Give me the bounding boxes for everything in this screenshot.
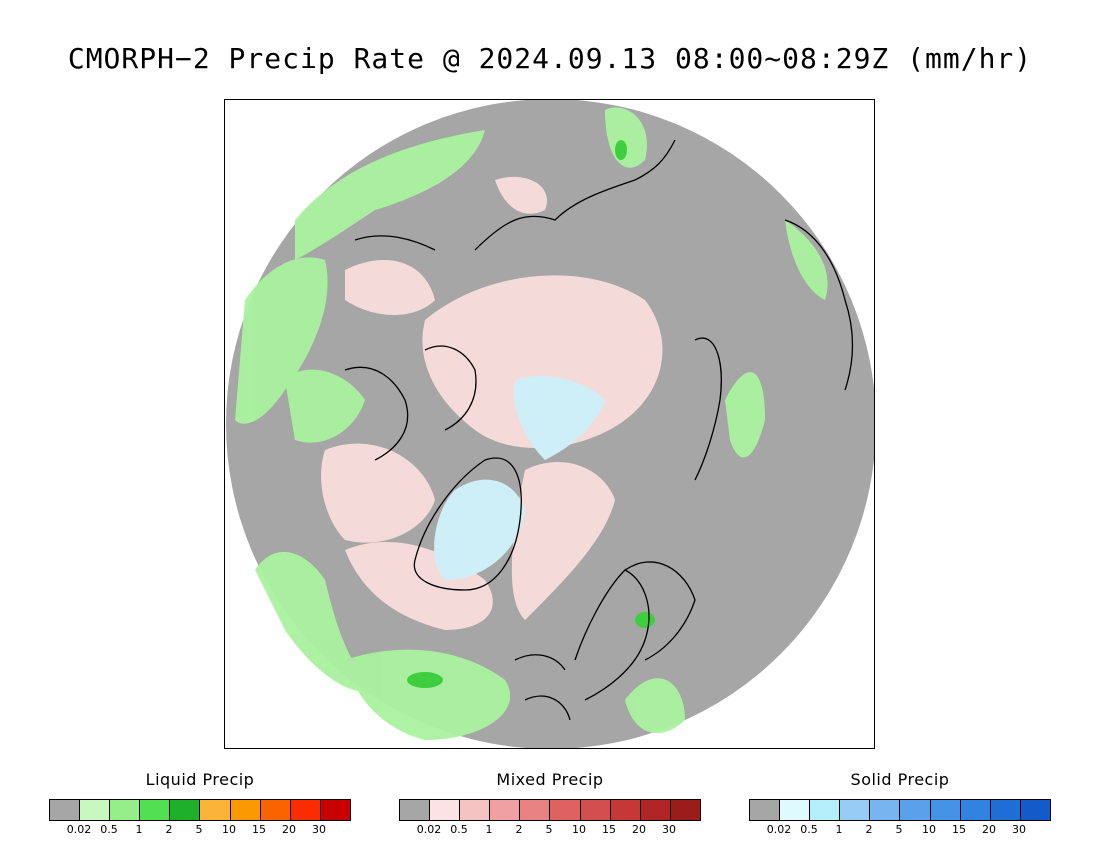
legend-swatch	[750, 800, 781, 820]
legend-tick-label: 1	[485, 823, 493, 836]
legend-tick-label: 30	[1012, 823, 1026, 836]
legend-swatch	[960, 800, 991, 820]
legend-swatch	[610, 800, 641, 820]
legend-tick-label: 30	[312, 823, 326, 836]
legend-tick-label: 0.02	[766, 823, 792, 836]
legend-tick-label: 15	[252, 823, 266, 836]
legend-ticks: 0.02 0.5 1 2 5 10 15 20 30	[49, 823, 349, 837]
legend-swatch	[430, 800, 461, 820]
legend-tick-label: 5	[895, 823, 903, 836]
legend-tick-label: 1	[135, 823, 143, 836]
legend-swatch	[80, 800, 111, 820]
legend-tick-label: 0.5	[800, 823, 818, 836]
legend-tick-label: 20	[282, 823, 296, 836]
legend-swatch	[400, 800, 431, 820]
legend-swatch	[490, 800, 521, 820]
legend-title: Mixed Precip	[496, 770, 604, 789]
legend-ticks: 0.02 0.5 1 2 5 10 15 20 30	[749, 823, 1049, 837]
legend-tick-label: 10	[572, 823, 586, 836]
legend-swatch	[670, 800, 700, 820]
legend-tick-label: 30	[662, 823, 676, 836]
mixed-precip-areas	[321, 176, 663, 630]
legend-swatch	[930, 800, 961, 820]
legend-swatch	[990, 800, 1021, 820]
legend-swatch	[550, 800, 581, 820]
legend-swatch	[50, 800, 81, 820]
legend-tick-label: 0.02	[416, 823, 442, 836]
legend-tick-label: 15	[602, 823, 616, 836]
legend-swatch	[460, 800, 491, 820]
solid-precip-areas	[434, 376, 605, 580]
legend-mixed: Mixed Precip 0.02 0.5 1 2 5 10 15 20 30	[399, 770, 701, 837]
legend-liquid: Liquid Precip 0.02 0.5 1 2 5 10 15 20 30	[49, 770, 351, 837]
legend-swatch	[140, 800, 171, 820]
legend-swatch	[1020, 800, 1050, 820]
legend-swatch	[900, 800, 931, 820]
legend-tick-label: 2	[865, 823, 873, 836]
legend-swatch	[580, 800, 611, 820]
legend-swatch	[320, 800, 350, 820]
legend-solid: Solid Precip 0.02 0.5 1 2 5 10 15 20 30	[749, 770, 1051, 837]
legend-tick-label: 0.5	[100, 823, 118, 836]
legend-swatch	[260, 800, 291, 820]
legend-tick-label: 15	[952, 823, 966, 836]
liquid-precip-areas	[235, 107, 828, 740]
legend-tick-label: 5	[545, 823, 553, 836]
coastlines	[344, 139, 854, 721]
legend-color-bar	[749, 799, 1051, 821]
legend-title: Solid Precip	[850, 770, 950, 789]
legend-swatch	[520, 800, 551, 820]
legend-tick-label: 5	[195, 823, 203, 836]
legend-swatch	[840, 800, 871, 820]
legend-tick-label: 0.5	[450, 823, 468, 836]
legend-tick-label: 20	[632, 823, 646, 836]
liquid-precip-cores	[407, 140, 655, 688]
legend-swatch	[170, 800, 201, 820]
legend-swatch	[230, 800, 261, 820]
legend-swatch	[780, 800, 811, 820]
legend-swatch	[640, 800, 671, 820]
legend-color-bar	[49, 799, 351, 821]
legend-swatch	[810, 800, 841, 820]
legend-tick-label: 1	[835, 823, 843, 836]
chart-title: CMORPH−2 Precip Rate @ 2024.09.13 08:00~…	[67, 42, 1033, 75]
legend-color-bar	[399, 799, 701, 821]
legend-swatch	[290, 800, 321, 820]
legend-tick-label: 2	[165, 823, 173, 836]
legend-swatch	[110, 800, 141, 820]
legend-swatch	[200, 800, 231, 820]
polar-precip-map	[224, 99, 875, 749]
legend-tick-label: 10	[222, 823, 236, 836]
legend-tick-label: 2	[515, 823, 523, 836]
legend-tick-label: 10	[922, 823, 936, 836]
legend-tick-label: 0.02	[66, 823, 92, 836]
legend-swatch	[870, 800, 901, 820]
legend-title: Liquid Precip	[145, 770, 255, 789]
legend-ticks: 0.02 0.5 1 2 5 10 15 20 30	[399, 823, 699, 837]
legend-tick-label: 20	[982, 823, 996, 836]
map-canvas	[226, 100, 874, 748]
